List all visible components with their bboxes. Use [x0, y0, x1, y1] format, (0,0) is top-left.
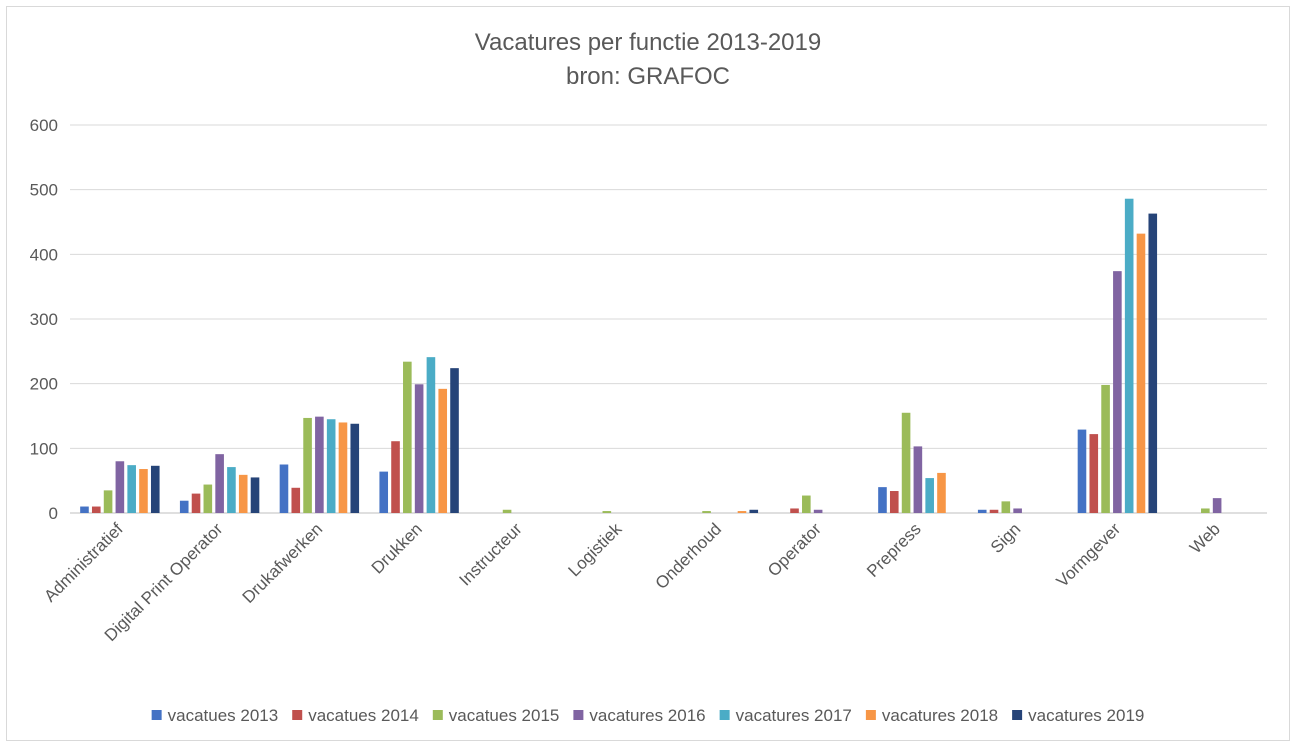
bars — [80, 199, 1221, 513]
legend-swatch — [433, 710, 443, 720]
x-tick-label: Vormgever — [1053, 519, 1125, 591]
bar — [450, 368, 459, 513]
bar — [1137, 234, 1146, 513]
y-tick-label: 600 — [30, 116, 58, 135]
legend-label: vacatures 2016 — [589, 706, 705, 725]
bar — [350, 424, 359, 513]
bar — [92, 507, 101, 513]
bar — [215, 454, 224, 513]
bar — [1002, 501, 1011, 513]
bar — [802, 496, 811, 513]
legend-label: vacatures 2017 — [736, 706, 852, 725]
x-tick-label: Logistiek — [565, 519, 626, 580]
y-axis: 0 100 200 300 400 500 600 — [30, 116, 58, 523]
bar — [151, 466, 160, 513]
bar — [738, 511, 747, 513]
bar — [603, 511, 612, 513]
bar — [1089, 434, 1098, 513]
legend-label: vacatues 2014 — [308, 706, 419, 725]
chart-subtitle: bron: GRAFOC — [566, 63, 730, 90]
bar — [978, 510, 987, 513]
x-tick-label: Drukken — [368, 519, 426, 577]
bar — [438, 389, 447, 513]
bar — [80, 507, 89, 513]
bar — [391, 441, 400, 513]
legend-label: vacatues 2015 — [449, 706, 560, 725]
bar — [702, 511, 711, 513]
bar — [878, 487, 887, 513]
legend-swatch — [152, 710, 162, 720]
bar — [204, 485, 213, 513]
x-tick-label: Administratief — [40, 519, 126, 605]
bar — [403, 362, 412, 513]
bar — [339, 422, 348, 513]
bar — [415, 384, 424, 513]
bar — [925, 478, 934, 513]
y-tick-label: 200 — [30, 375, 58, 394]
y-tick-label: 300 — [30, 310, 58, 329]
bar — [104, 490, 113, 513]
x-tick-label: Onderhoud — [652, 519, 726, 593]
bar — [379, 472, 388, 513]
bar — [749, 510, 758, 513]
legend-swatch — [1012, 710, 1022, 720]
bar — [291, 488, 300, 513]
x-tick-label: Prepress — [863, 519, 925, 581]
legend-label: vacatures 2018 — [882, 706, 998, 725]
bar — [1125, 199, 1134, 513]
bar — [890, 491, 899, 513]
bar — [1101, 385, 1110, 513]
bar — [327, 419, 336, 513]
legend-swatch — [720, 710, 730, 720]
bar — [315, 417, 324, 513]
bar — [1113, 271, 1122, 513]
chart-title: Vacatures per functie 2013-2019 — [475, 29, 821, 56]
bar — [116, 461, 125, 513]
bar — [1213, 498, 1222, 513]
bar — [1201, 508, 1210, 513]
bar — [1013, 508, 1022, 513]
bar — [227, 467, 236, 513]
x-tick-label: Sign — [987, 519, 1024, 556]
bar — [990, 510, 999, 513]
legend-swatch — [866, 710, 876, 720]
legend-label: vacatures 2019 — [1028, 706, 1144, 725]
x-tick-label: Operator — [764, 519, 825, 580]
gridlines — [70, 125, 1267, 513]
legend-swatch — [573, 710, 583, 720]
bar — [180, 501, 189, 513]
bar — [902, 413, 911, 513]
x-tick-label: Drukafwerken — [239, 519, 327, 607]
bar — [251, 477, 260, 513]
bar — [192, 494, 201, 513]
bar — [303, 418, 312, 513]
bar — [1148, 214, 1157, 513]
x-tick-label: Web — [1186, 519, 1224, 557]
bar — [1078, 430, 1087, 513]
legend-swatch — [292, 710, 302, 720]
bar — [239, 475, 248, 513]
bar — [814, 510, 823, 513]
bar — [139, 469, 148, 513]
bar — [280, 465, 289, 514]
bar — [503, 510, 512, 513]
legend: vacatues 2013 vacatues 2014 vacatues 2015 v… — [152, 706, 1145, 725]
x-tick-label: Instructeur — [455, 519, 525, 589]
legend-label: vacatues 2013 — [168, 706, 279, 725]
bar — [914, 446, 923, 513]
bar — [427, 357, 436, 513]
y-tick-label: 500 — [30, 181, 58, 200]
y-tick-label: 400 — [30, 245, 58, 264]
bar — [790, 508, 799, 513]
bar — [937, 473, 946, 513]
y-tick-label: 0 — [49, 504, 58, 523]
bar — [127, 465, 136, 513]
y-tick-label: 100 — [30, 439, 58, 458]
